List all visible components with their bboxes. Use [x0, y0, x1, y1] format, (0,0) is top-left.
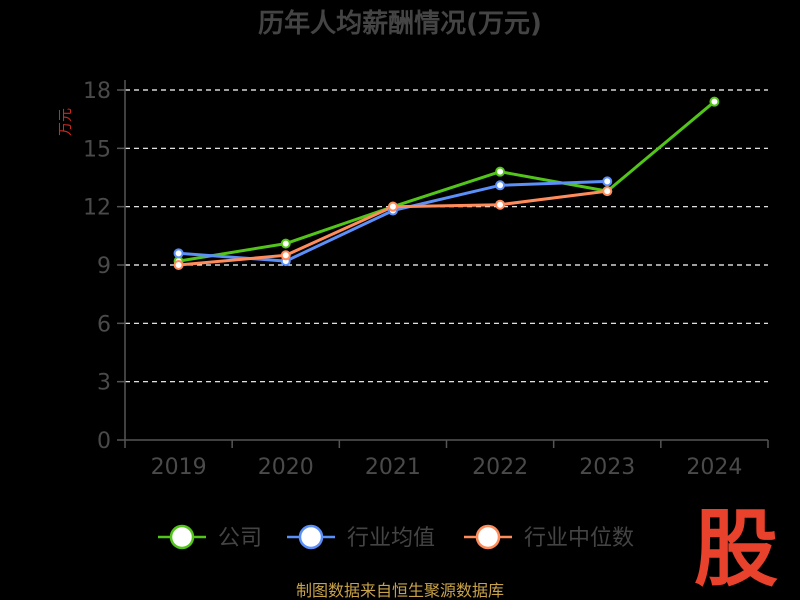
legend-label-1: 行业均值: [347, 526, 435, 551]
y-tick-label: 6: [97, 312, 111, 337]
brand-logo: 股: [694, 500, 778, 598]
y-tick-label: 9: [97, 254, 111, 279]
x-tick-labels: 2019 2020 2021 2022 2023 2024: [151, 455, 743, 480]
chart-title: 历年人均薪酬情况(万元): [258, 8, 542, 39]
data-point: [602, 186, 613, 197]
source-note: 制图数据来自恒生聚源数据库: [296, 581, 504, 600]
series-lines: [173, 96, 720, 270]
data-point: [495, 166, 506, 177]
series-line-0: [178, 100, 716, 263]
y-tick-labels: 0 3 6 9 12 15 18: [83, 79, 111, 454]
legend-label-2: 行业中位数: [524, 526, 634, 551]
x-tick-label: 2024: [686, 455, 742, 480]
y-axis-label: 万元: [58, 108, 74, 136]
data-point: [173, 260, 184, 270]
legend-label-0: 公司: [218, 526, 262, 551]
x-tick-label: 2021: [365, 455, 421, 480]
x-tick-label: 2022: [472, 455, 528, 480]
data-point: [495, 199, 506, 210]
legend: 公司 行业均值 行业中位数: [158, 524, 634, 551]
x-tick-label: 2019: [151, 455, 207, 480]
y-tick-label: 0: [97, 429, 111, 454]
x-tick-label: 2020: [258, 455, 314, 480]
legend-marker-0: [169, 524, 195, 550]
legend-marker-1: [298, 524, 324, 550]
x-tick-label: 2023: [579, 455, 635, 480]
data-point: [602, 176, 613, 187]
data-point: [280, 250, 291, 261]
data-point: [387, 201, 398, 212]
y-tick-label: 18: [83, 79, 111, 104]
gridlines: [117, 89, 768, 441]
y-tick-label: 3: [97, 371, 111, 396]
legend-marker-2: [475, 524, 501, 550]
data-point: [280, 238, 291, 249]
data-point: [495, 180, 506, 191]
data-point: [709, 96, 720, 107]
y-tick-label: 12: [83, 196, 111, 221]
axes: [124, 80, 769, 448]
data-point: [173, 248, 184, 259]
y-tick-label: 15: [83, 137, 111, 162]
